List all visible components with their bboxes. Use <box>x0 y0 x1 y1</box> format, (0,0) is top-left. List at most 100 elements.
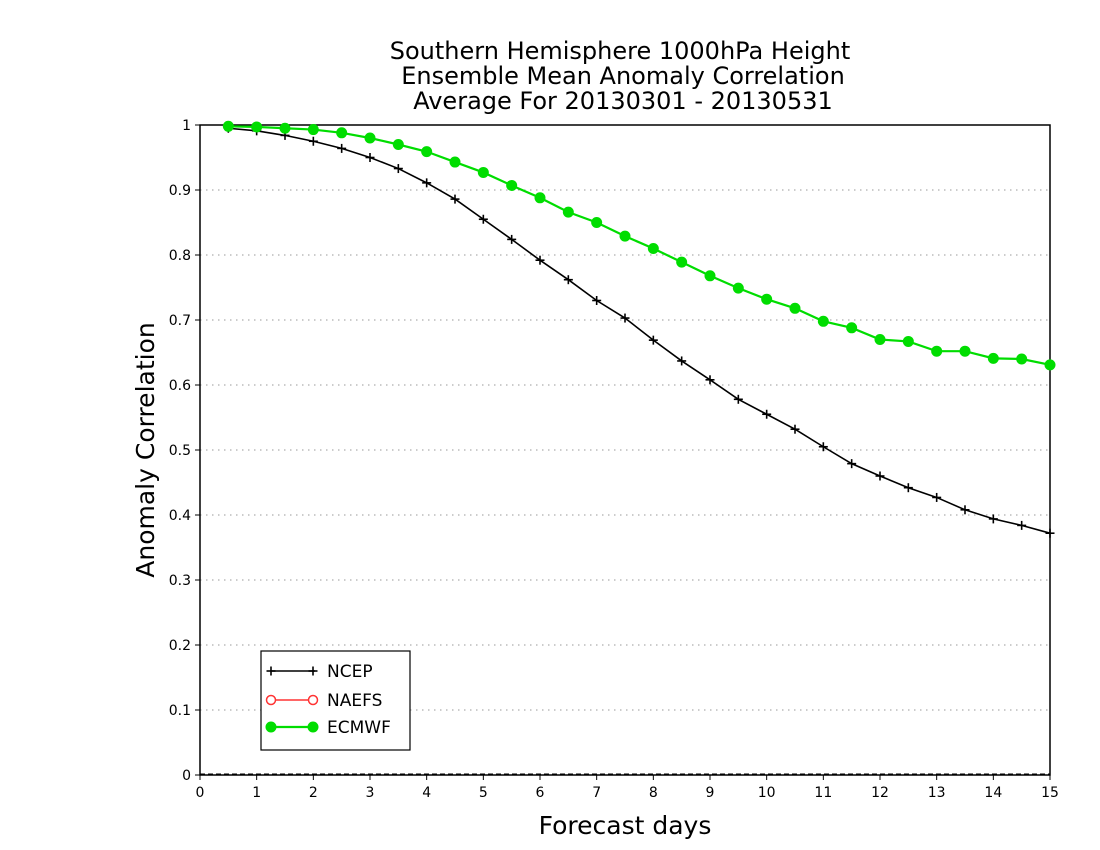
ecmwf-point <box>704 270 716 282</box>
x-tick-label: 11 <box>814 785 832 801</box>
ecmwf-point <box>846 322 858 334</box>
ncep-point <box>903 483 913 493</box>
legend-marker <box>265 721 277 733</box>
ncep-point <box>875 471 885 481</box>
legend-marker <box>265 694 277 706</box>
legend: NCEP NAEFS ECMWF <box>260 650 411 751</box>
x-tick-label: 12 <box>871 785 889 801</box>
ecmwf-point <box>619 230 631 242</box>
x-tick-label: 6 <box>536 785 545 801</box>
ncep-point <box>478 214 488 224</box>
ecmwf-point <box>761 293 773 305</box>
ncep-point <box>790 424 800 434</box>
ncep-point <box>620 313 630 323</box>
ecmwf-point <box>1016 353 1028 365</box>
ncep-point <box>733 394 743 404</box>
ncep-point <box>308 136 318 146</box>
y-tick-label: 0.1 <box>169 703 191 719</box>
series-ecmwf <box>222 120 1056 371</box>
ecmwf-point <box>732 282 744 294</box>
ncep-point <box>677 356 687 366</box>
x-tick-label: 9 <box>706 785 715 801</box>
legend-marker <box>266 666 276 676</box>
ecmwf-point <box>449 156 461 168</box>
series-ncep <box>223 123 1055 538</box>
ecmwf-point <box>817 315 829 327</box>
x-tick-label: 3 <box>366 785 375 801</box>
legend-item-naefs: NAEFS <box>265 691 382 711</box>
ncep-point <box>450 194 460 204</box>
ncep-point <box>422 178 432 188</box>
legend-marker <box>307 694 319 706</box>
axis-ticks: 00.10.20.30.40.50.60.70.80.910 1 2 3 4 5 6 7 8 9 1… <box>169 118 1059 801</box>
y-tick-label: 0.8 <box>169 248 191 264</box>
legend-label: NCEP <box>327 662 373 682</box>
ecmwf-point <box>534 192 546 204</box>
x-tick-label: 5 <box>479 785 488 801</box>
ecmwf-point <box>506 179 518 191</box>
ecmwf-point <box>1044 359 1056 371</box>
ecmwf-point <box>987 352 999 364</box>
ncep-point <box>535 255 545 265</box>
ecmwf-point <box>336 127 348 139</box>
ecmwf-point <box>251 121 263 133</box>
ecmwf-point <box>222 120 234 132</box>
ncep-point <box>337 143 347 153</box>
y-tick-label: 0.4 <box>169 508 191 524</box>
ecmwf-point <box>279 122 291 134</box>
ncep-point <box>705 375 715 385</box>
y-tick-label: 0 <box>182 768 191 784</box>
ecmwf-point <box>789 302 801 314</box>
ecmwf-point <box>931 345 943 357</box>
y-tick-label: 0.7 <box>169 313 191 329</box>
ncep-point <box>818 442 828 452</box>
ecmwf-point <box>307 124 319 136</box>
ncep-point <box>507 234 517 244</box>
y-tick-label: 0.5 <box>169 443 191 459</box>
x-axis-title: Forecast days <box>539 811 712 840</box>
ncep-point <box>563 275 573 285</box>
ecmwf-point <box>902 335 914 347</box>
legend-label: ECMWF <box>327 718 391 738</box>
ecmwf-point <box>874 334 886 345</box>
ncep-point <box>932 492 942 502</box>
legend-label: NAEFS <box>327 691 382 711</box>
ecmwf-point <box>591 217 603 228</box>
x-tick-label: 13 <box>928 785 946 801</box>
ncep-point <box>365 153 375 162</box>
ecmwf-point <box>392 139 404 150</box>
ncep-line <box>228 127 1051 534</box>
y-tick-label: 0.3 <box>169 573 191 589</box>
x-tick-label: 8 <box>649 785 658 801</box>
title-line-3: Average For 20130301 - 20130531 <box>413 87 833 115</box>
title-line-1: Southern Hemisphere 1000hPa Height <box>390 37 850 65</box>
x-tick-label: 0 <box>196 785 205 801</box>
ncep-point <box>648 335 658 345</box>
ecmwf-point <box>562 206 574 218</box>
y-tick-label: 1 <box>182 118 191 134</box>
y-axis-title: Anomaly Correlation <box>131 322 160 577</box>
x-tick-label: 2 <box>309 785 318 801</box>
x-tick-label: 14 <box>984 785 1002 801</box>
ecmwf-point <box>676 256 688 268</box>
x-tick-label: 15 <box>1041 785 1059 801</box>
ecmwf-point <box>364 132 376 144</box>
ncep-point <box>393 164 403 174</box>
legend-marker <box>308 666 318 676</box>
x-tick-label: 4 <box>422 785 431 801</box>
ncep-point <box>1045 528 1055 538</box>
legend-item-ncep: NCEP <box>266 662 373 682</box>
y-tick-label: 0.2 <box>169 638 191 654</box>
x-tick-label: 10 <box>758 785 776 801</box>
gridlines <box>200 189 1050 775</box>
x-tick-label: 7 <box>592 785 601 801</box>
series-layer <box>222 120 1056 538</box>
ncep-point <box>762 409 772 419</box>
legend-item-ecmwf: ECMWF <box>265 718 391 738</box>
y-tick-label: 0.6 <box>169 378 191 394</box>
ncep-point <box>960 505 970 515</box>
x-tick-label: 1 <box>252 785 261 801</box>
ncep-point <box>592 296 602 305</box>
ecmwf-point <box>647 243 659 254</box>
